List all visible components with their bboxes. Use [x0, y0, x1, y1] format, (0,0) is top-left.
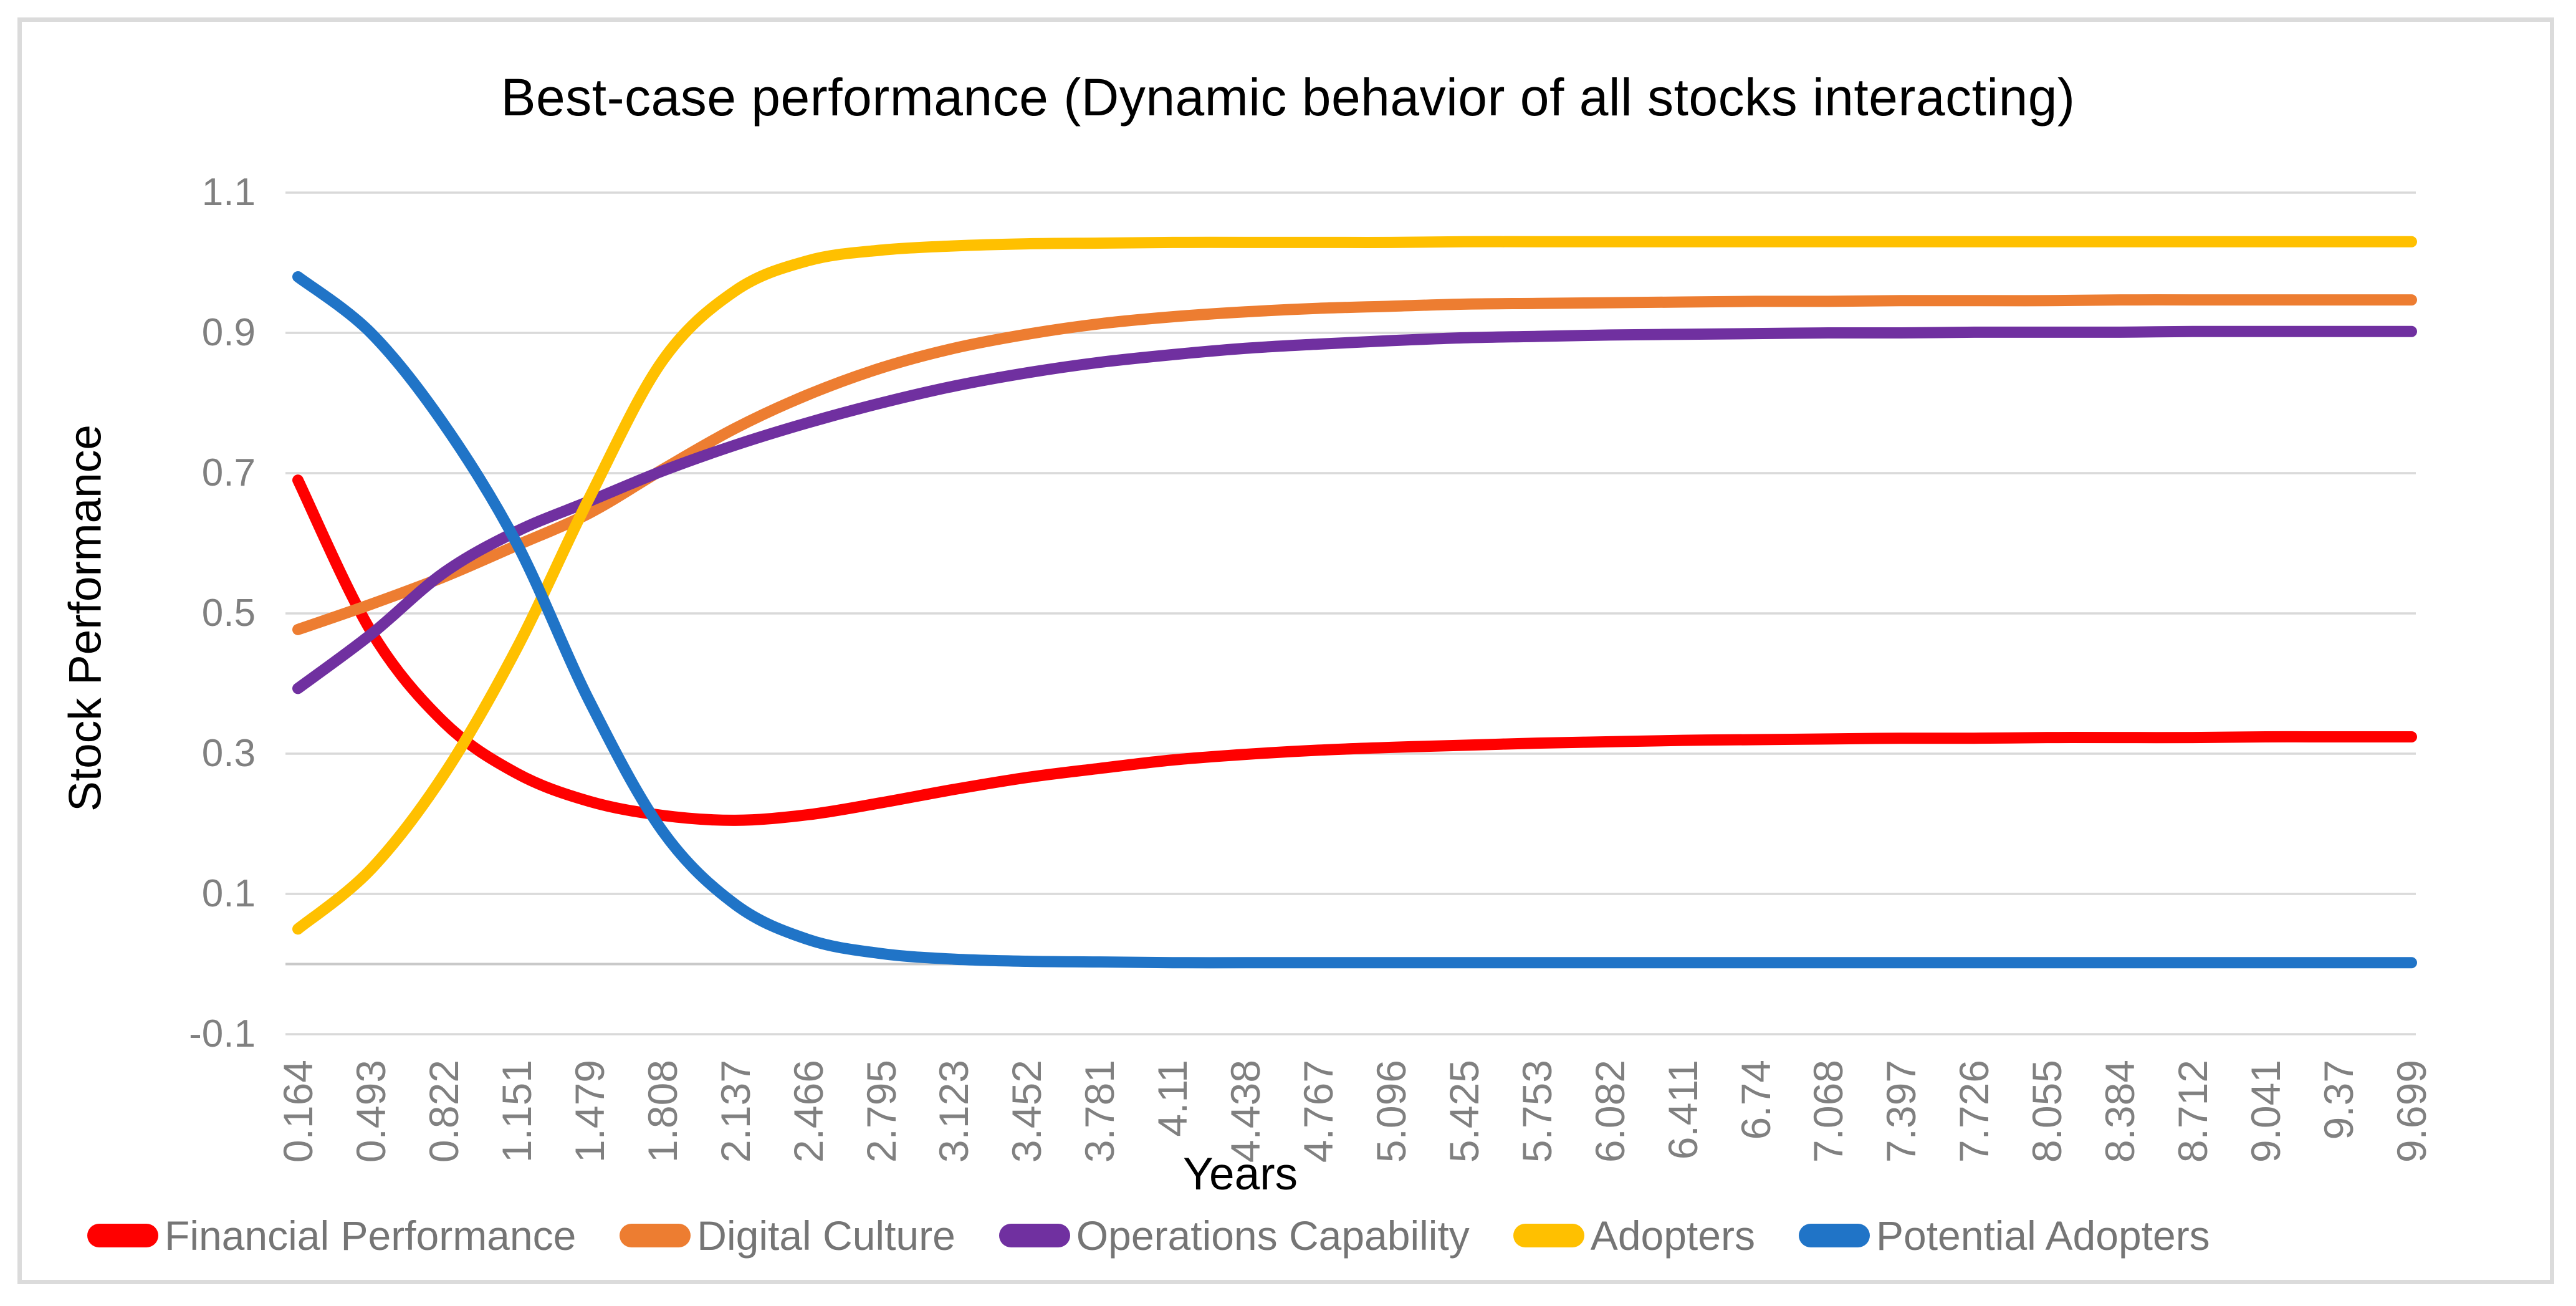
x-tick-label: 5.753	[1513, 1060, 1560, 1163]
x-tick-label: 1.808	[639, 1060, 686, 1163]
x-tick-label: 7.397	[1878, 1060, 1925, 1163]
x-tick-label: 9.041	[2242, 1060, 2289, 1163]
legend-item-digital-culture: Digital Culture	[620, 1212, 955, 1259]
x-tick-label: 5.425	[1441, 1060, 1487, 1163]
x-tick-label: 0.822	[421, 1060, 467, 1163]
legend-item-adopters: Adopters	[1513, 1212, 1755, 1259]
legend-item-financial-performance: Financial Performance	[87, 1212, 576, 1259]
y-tick-label: 0.9	[201, 311, 256, 354]
legend-label: Digital Culture	[697, 1212, 955, 1259]
x-tick-label: 4.11	[1149, 1060, 1196, 1137]
x-axis-title: Years	[1183, 1149, 1298, 1199]
legend-item-potential-adopters: Potential Adopters	[1798, 1212, 2210, 1259]
chart-legend: Financial Performance Digital Culture Oper…	[87, 1212, 2493, 1259]
x-tick-label: 8.712	[2169, 1060, 2216, 1163]
figure-border	[17, 17, 2554, 1284]
x-tick-label: 8.384	[2097, 1060, 2143, 1163]
y-tick-label: 0.5	[201, 592, 256, 635]
x-tick-label: 5.096	[1368, 1060, 1414, 1163]
x-tick-label: 6.411	[1659, 1060, 1706, 1160]
x-tick-label: 1.479	[566, 1060, 613, 1163]
legend-label: Financial Performance	[165, 1212, 577, 1259]
x-tick-label: 4.438	[1222, 1060, 1268, 1163]
x-tick-label: 8.055	[2024, 1060, 2071, 1163]
x-tick-label: 4.767	[1295, 1060, 1341, 1163]
legend-label: Operations Capability	[1076, 1212, 1470, 1259]
series-line-potential-adopters	[292, 271, 2417, 969]
y-tick-label: -0.1	[189, 1012, 256, 1055]
y-tick-label: 0.3	[201, 732, 256, 775]
x-tick-label: 3.452	[1003, 1060, 1050, 1163]
x-tick-label: 2.466	[785, 1060, 831, 1163]
x-tick-label: 9.37	[2315, 1060, 2362, 1140]
x-tick-label: 0.164	[275, 1060, 321, 1163]
x-tick-label: 2.795	[858, 1060, 904, 1163]
legend-item-operations-capability: Operations Capability	[998, 1212, 1470, 1259]
chart-title: Best-case performance (Dynamic behavior …	[500, 68, 2076, 127]
x-tick-label: 3.123	[931, 1060, 977, 1163]
x-tick-label: 1.151	[494, 1060, 540, 1163]
series-line-operations-capability	[292, 325, 2417, 694]
x-tick-label: 7.068	[1805, 1060, 1852, 1163]
x-tick-label: 2.137	[712, 1060, 759, 1163]
x-tick-label: 7.726	[1951, 1060, 1998, 1163]
legend-swatch-icon	[1513, 1224, 1584, 1247]
x-tick-label: 0.493	[348, 1060, 394, 1163]
legend-swatch-icon	[1798, 1224, 1870, 1247]
legend-swatch-icon	[620, 1224, 691, 1247]
series-line-adopters	[292, 236, 2417, 935]
x-tick-label: 6.74	[1732, 1060, 1779, 1140]
y-tick-label: 0.7	[201, 451, 256, 494]
y-tick-label: 1.1	[201, 171, 256, 214]
series-line-digital-culture	[292, 294, 2417, 635]
x-tick-label: 9.699	[2388, 1060, 2435, 1163]
legend-swatch-icon	[998, 1224, 1070, 1247]
legend-label: Potential Adopters	[1875, 1212, 2210, 1259]
x-tick-label: 6.082	[1586, 1060, 1633, 1163]
y-tick-label: 0.1	[201, 872, 256, 915]
legend-swatch-icon	[87, 1224, 158, 1247]
legend-label: Adopters	[1590, 1212, 1755, 1259]
series-line-financial-performance	[292, 474, 2417, 826]
x-tick-label: 3.781	[1076, 1060, 1123, 1163]
